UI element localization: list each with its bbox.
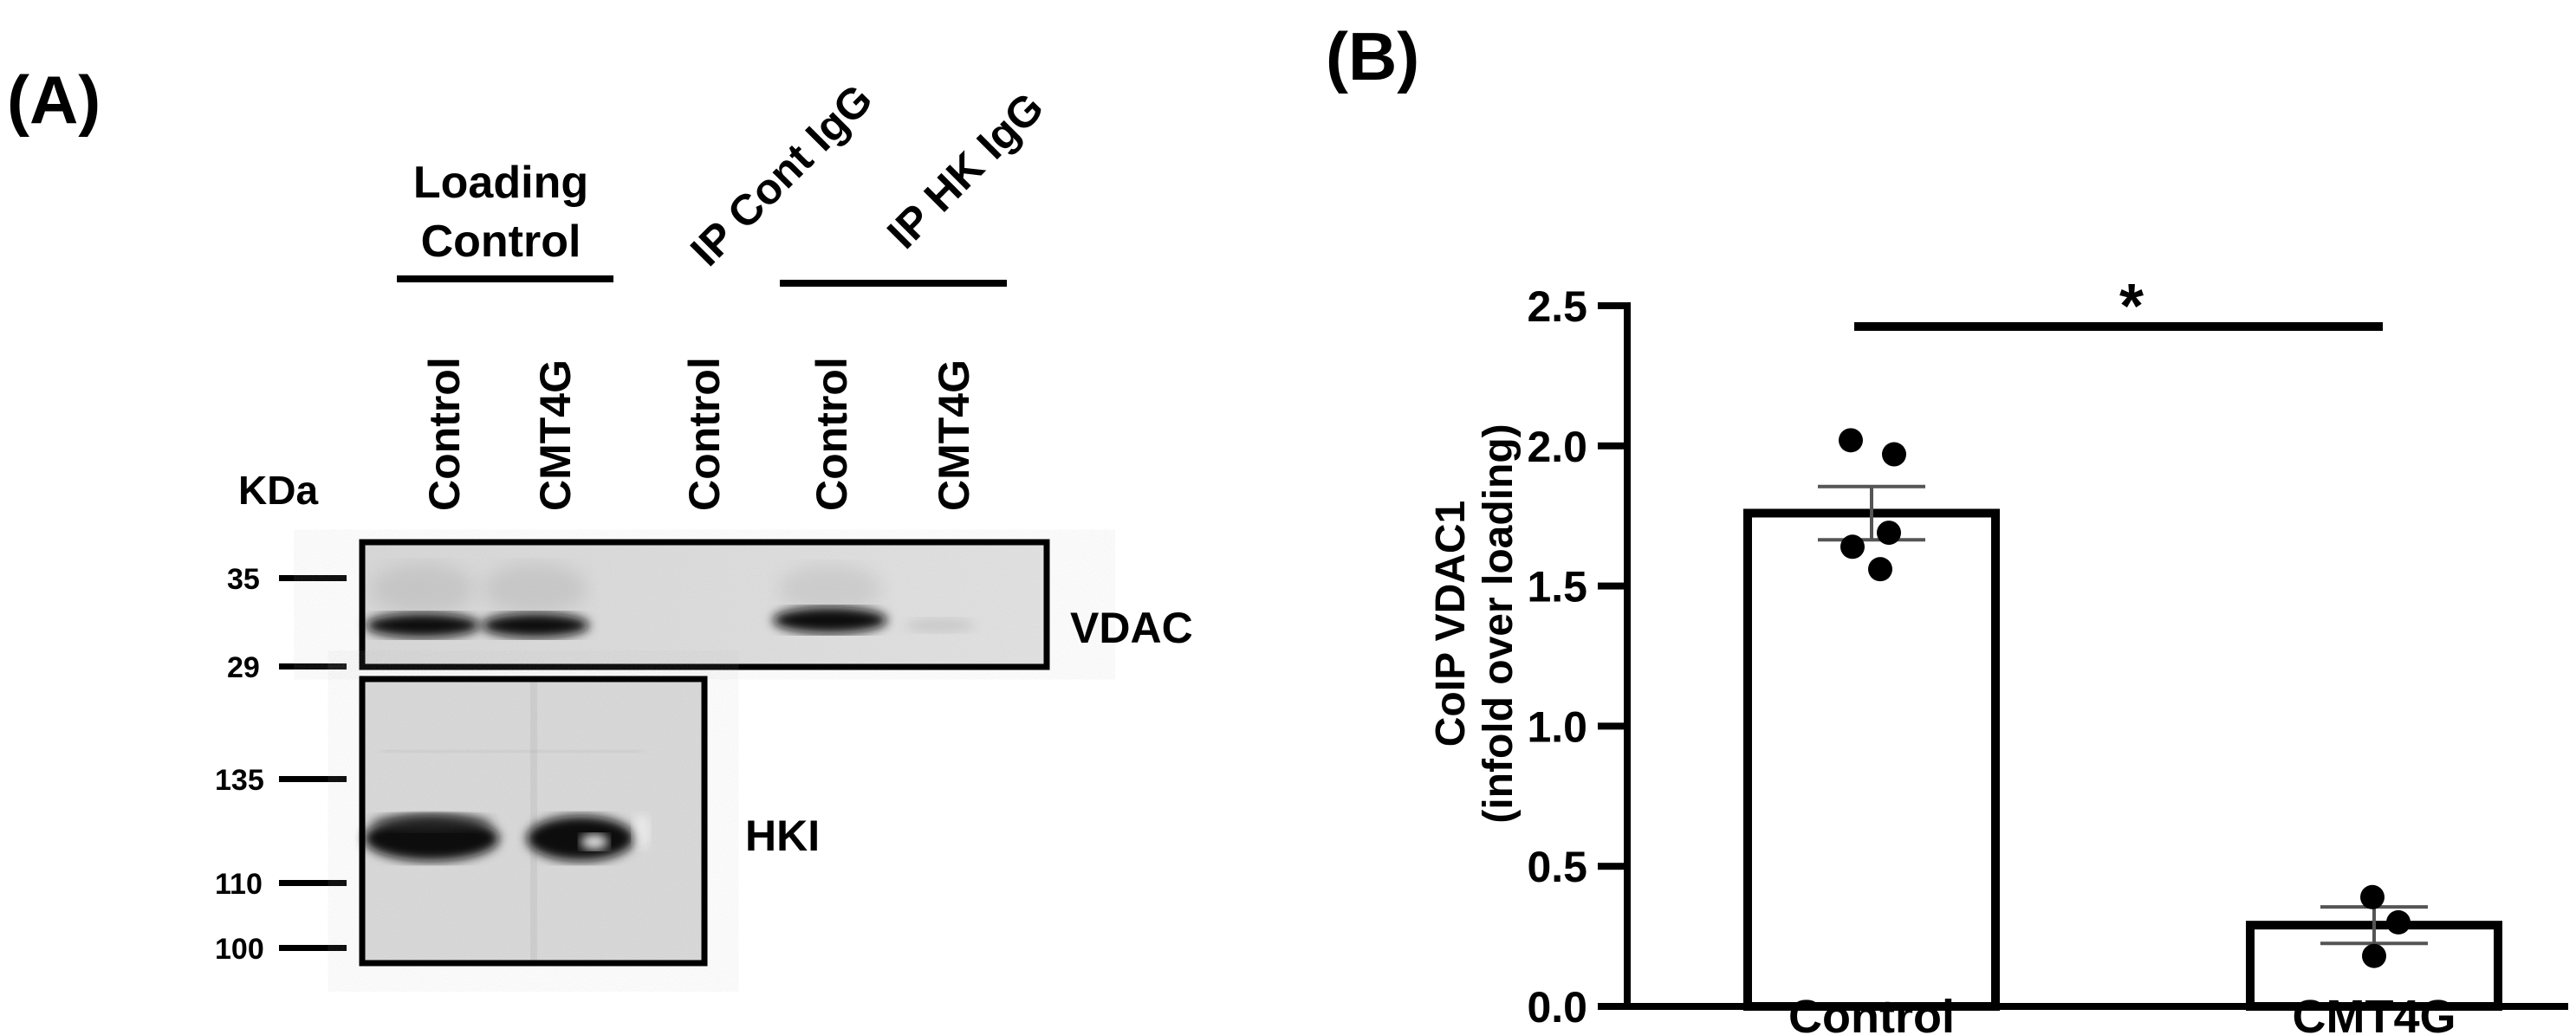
x-axis-line (1624, 1003, 2568, 1010)
group-label-loading-control-line1: Loading (413, 158, 588, 208)
y-tick-mark (1598, 863, 1627, 870)
y-tick-mark (1598, 302, 1627, 309)
panel-b-label: (B) (1326, 18, 1420, 94)
band-label-hki: HKI (745, 812, 820, 860)
significance-line (1854, 322, 2383, 331)
marker-135-tick (279, 776, 347, 782)
significance-star: * (2119, 272, 2144, 341)
bar-control (1743, 508, 2000, 1011)
y-tick-label: 2.0 (1527, 423, 1587, 471)
bar-chart: CoIP VDAC1 (infold over loading) 0.0 0.5 1… (1428, 272, 2568, 1035)
marker-110-tick (279, 880, 347, 886)
y-axis-line (1624, 302, 1631, 1010)
x-tick-labels: Control CMT4G (1788, 991, 2456, 1035)
y-tick-mark (1598, 1003, 1627, 1010)
y-axis-label-line1: CoIP VDAC1 (1428, 501, 1474, 747)
y-tick-mark (1598, 722, 1627, 730)
marker-100-tick (279, 945, 347, 951)
marker-110: 110 (215, 868, 263, 901)
vdac-band-lane4 (773, 607, 887, 633)
y-tick-label: 2.5 (1527, 282, 1587, 331)
y-tick-label: 1.0 (1527, 702, 1587, 751)
marker-35: 35 (227, 563, 260, 596)
y-tick-label: 0.0 (1527, 983, 1587, 1032)
y-axis-label-line2: (infold over loading) (1476, 424, 1522, 823)
bars (1743, 508, 2502, 1012)
marker-100: 100 (215, 933, 264, 966)
lane-label-2: CMT4G (531, 359, 580, 511)
lane-label-1: Control (420, 357, 469, 511)
group-label-ip-hk-igg: IP HK IgG (878, 83, 1053, 258)
marker-135: 135 (215, 764, 264, 797)
lane-label-3: Control (680, 357, 729, 511)
western-blot-panel: Loading Control IP Cont IgG IP HK IgG Co… (215, 74, 1193, 967)
lane-label-5: CMT4G (930, 359, 978, 511)
marker-29-tick (279, 663, 347, 670)
data-point (1882, 442, 1906, 467)
marker-35-tick (279, 575, 347, 581)
vdac-band-lane2 (482, 613, 589, 637)
data-point (1840, 534, 1865, 560)
data-point (1839, 428, 1863, 453)
hki-blot (359, 676, 708, 967)
x-tick-label: CMT4G (2293, 991, 2456, 1035)
loading-control-underline (397, 275, 613, 282)
vdac-blot (359, 539, 1050, 670)
data-points (1839, 428, 2411, 968)
panel-a-label: (A) (7, 61, 101, 138)
y-tick-label: 0.5 (1527, 843, 1587, 891)
vdac-band-lane5 (905, 618, 975, 632)
data-point (1868, 557, 1892, 582)
vdac-band-lane1 (366, 613, 480, 637)
y-ticks: 0.0 0.5 1.0 1.5 2.0 2.5 (1527, 282, 1627, 1032)
band-label-vdac: VDAC (1070, 604, 1193, 652)
kda-label: KDa (238, 468, 318, 513)
data-point (1877, 521, 1901, 546)
group-label-loading-control-line2: Control (421, 217, 581, 267)
ip-hk-underline (780, 280, 1007, 287)
chart-axes (1624, 302, 2568, 1010)
y-tick-mark (1598, 582, 1627, 590)
data-point (2386, 909, 2411, 935)
lane-label-4: Control (808, 357, 856, 511)
data-point (2362, 943, 2386, 968)
marker-29: 29 (227, 651, 260, 684)
hki-band-lane2 (527, 816, 634, 861)
x-tick-label: Control (1788, 991, 1955, 1035)
y-tick-label: 1.5 (1527, 563, 1587, 611)
y-tick-mark (1598, 442, 1627, 450)
data-point (2360, 884, 2385, 909)
group-label-ip-cont-igg: IP Cont IgG (681, 74, 881, 275)
